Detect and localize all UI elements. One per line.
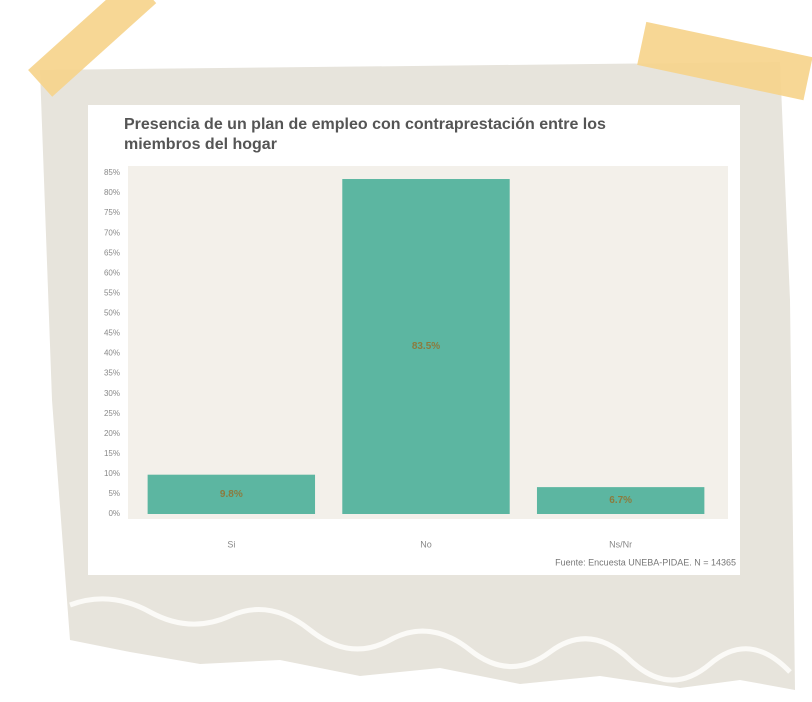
tape-right (637, 21, 812, 101)
y-tick-label: 20% (104, 429, 120, 438)
tape-left (28, 0, 157, 97)
bar (536, 487, 705, 514)
chart-title: Presencia de un plan de empleo con contr… (124, 116, 606, 153)
y-tick-label: 30% (104, 389, 120, 398)
y-tick-label: 60% (104, 268, 120, 277)
y-tick-label: 0% (108, 509, 120, 518)
torn-edge (69, 596, 792, 683)
y-tick-label: 85% (104, 168, 120, 177)
source: Fuente: Encuesta UNEBA-PIDAE. N = 14365 (555, 557, 736, 567)
y-tick-label: 40% (104, 349, 120, 358)
y-tick-label: 50% (104, 309, 120, 318)
y-tick-label: 45% (104, 329, 120, 338)
value-label: 9.8% (220, 489, 243, 500)
bar (147, 474, 316, 514)
y-tick-label: 15% (104, 449, 120, 458)
value-label: 6.7% (609, 495, 632, 506)
bar (342, 179, 510, 515)
y-tick-label: 25% (104, 409, 120, 418)
y-tick-label: 80% (104, 188, 120, 197)
x-tick-label: Si (227, 539, 235, 549)
y-tick-label: 65% (104, 248, 120, 257)
x-tick-label: No (420, 539, 432, 549)
y-tick-label: 75% (104, 208, 120, 217)
value-label: 83.5% (412, 341, 440, 352)
x-tick-label: Ns/Nr (609, 539, 632, 549)
y-tick-label: 70% (104, 228, 120, 237)
y-tick-label: 55% (104, 288, 120, 297)
y-tick-label: 35% (104, 369, 120, 378)
y-tick-label: 10% (104, 469, 120, 478)
y-tick-label: 5% (108, 489, 120, 498)
